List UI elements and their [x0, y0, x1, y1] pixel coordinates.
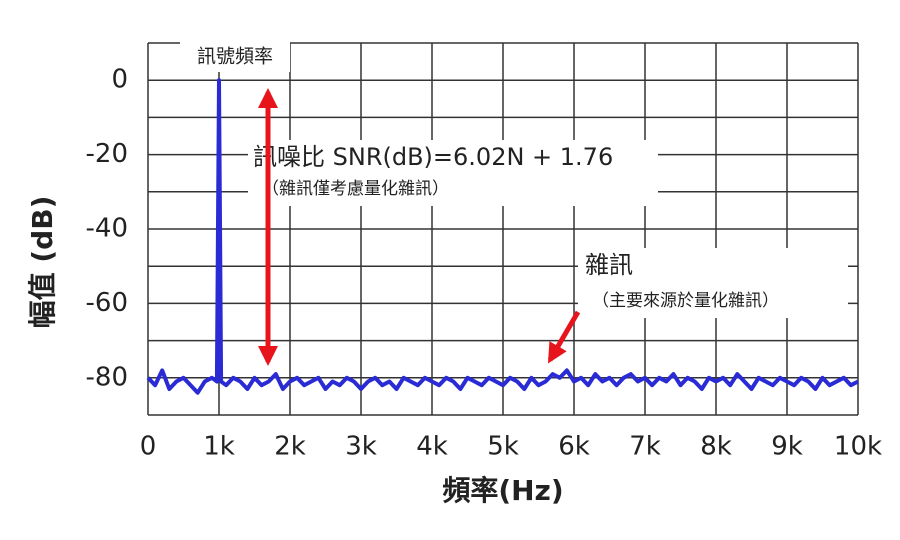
x-tick-label: 10k	[834, 432, 882, 462]
noise-arrow	[547, 310, 581, 364]
x-tick-label: 0	[140, 432, 157, 462]
x-tick-label: 5k	[487, 432, 519, 462]
annotation: 雜訊	[585, 251, 633, 279]
y-tick-label: -20	[86, 139, 128, 169]
label-bg	[180, 42, 290, 72]
y-tick-label: -40	[86, 214, 128, 244]
y-tick-label: -80	[86, 362, 128, 392]
annotation: （雜訊僅考慮量化雜訊）	[262, 179, 449, 199]
x-tick-label: 1k	[203, 432, 235, 462]
label-bg	[248, 140, 658, 206]
plot	[146, 78, 859, 395]
x-tick-label: 8k	[700, 432, 732, 462]
annotation: 訊號頻率	[197, 46, 273, 68]
x-axis-title: 頻率(Hz)	[442, 474, 563, 507]
y-tick-label: -60	[86, 288, 128, 318]
y-axis-title: 幅值 (dB)	[26, 196, 59, 329]
x-tick-label: 7k	[629, 432, 661, 462]
y-tick-label: 0	[111, 65, 128, 95]
x-tick-label: 2k	[274, 432, 306, 462]
label-bg	[578, 248, 848, 318]
annotation: 訊噪比 SNR(dB)=6.02N + 1.76	[253, 143, 613, 171]
x-tick-label: 6k	[558, 432, 590, 462]
annotation: （主要來源於量化雜訊）	[592, 291, 779, 311]
grid	[147, 42, 859, 416]
x-tick-label: 9k	[771, 432, 803, 462]
x-tick-label: 4k	[416, 432, 448, 462]
x-tick-label: 3k	[345, 432, 377, 462]
spectrum-line	[146, 78, 859, 395]
